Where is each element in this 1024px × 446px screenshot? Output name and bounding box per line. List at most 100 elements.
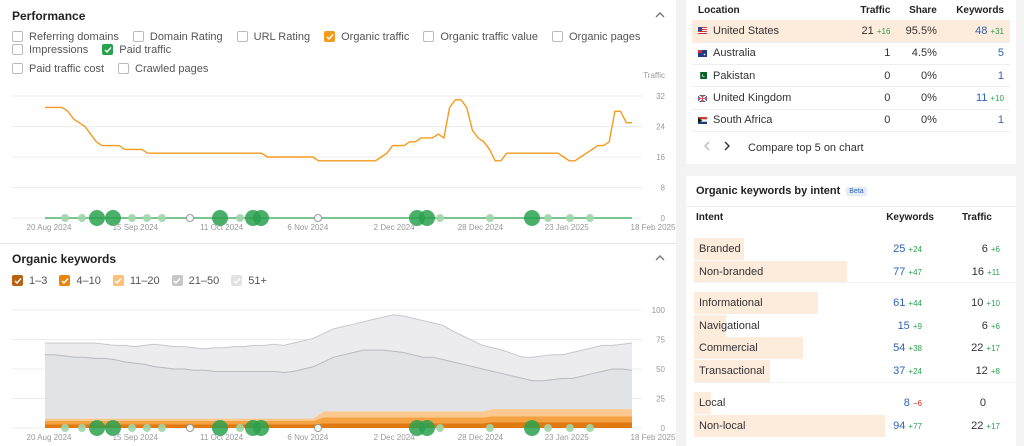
col-intent[interactable]: Intent [696,212,724,223]
keywords-link[interactable]: 48 [975,24,988,37]
update-marker[interactable] [566,424,574,432]
intent-row-local[interactable]: Local 8 −6 0 [694,392,1016,414]
update-marker[interactable] [212,210,228,226]
metric-organic-pages-checkbox[interactable]: Organic pages [552,30,641,43]
metric-referring-domains-checkbox[interactable]: Referring domains [12,30,119,43]
col-keywords[interactable]: Keywords [886,212,934,223]
next-page-button[interactable] [724,141,730,154]
checkbox-box [59,275,71,286]
col-traffic[interactable]: Traffic [961,212,992,223]
update-marker[interactable] [61,424,69,432]
location-row-australia[interactable]: Australia 1 4.5% 5 [692,42,1010,66]
location-row-pakistan[interactable]: Pakistan 0 0% 1 [692,64,1010,88]
intent-row-non-local[interactable]: Non-local 94 +77 22 +17 [694,414,1016,437]
col-keywords[interactable]: Keywords [956,4,1004,16]
location-row-united-states[interactable]: United States 21 +16 95.5% 48 +31 [692,20,1010,43]
intent-row-commercial[interactable]: Commercial 54 +38 22 +17 [694,337,1016,359]
update-marker[interactable] [212,420,228,436]
update-marker[interactable] [143,214,151,222]
intent-keywords-link[interactable]: 8 [903,397,910,409]
intent-row-informational[interactable]: Informational 61 +44 10 +10 [694,292,1016,314]
keywords-link[interactable]: 11 [975,92,988,105]
legend-4-10-checkbox[interactable]: 4–10 [59,274,101,287]
update-marker[interactable] [78,424,86,432]
metric-paid-traffic-cost-checkbox[interactable]: Paid traffic cost [12,62,104,75]
intent-keywords-link[interactable]: 77 [893,265,906,278]
intent-row-non-branded[interactable]: Non-branded 77 +47 16 +11 [694,260,1016,283]
update-marker[interactable] [253,210,269,226]
za-flag-icon [698,116,707,124]
keywords-link[interactable]: 5 [997,47,1004,60]
update-marker[interactable] [128,214,136,222]
collapse-keywords-button[interactable] [652,250,668,266]
intent-keywords-link[interactable]: 25 [893,243,906,255]
collapse-performance-button[interactable] [652,7,668,23]
legend-21-50-checkbox[interactable]: 21–50 [171,274,219,287]
update-marker[interactable] [436,424,444,432]
update-marker[interactable] [586,424,594,432]
intent-keywords-link[interactable]: 94 [893,419,906,432]
update-marker[interactable] [236,424,244,432]
annotation-marker[interactable] [186,424,194,432]
update-marker[interactable] [78,214,86,222]
update-marker[interactable] [61,214,69,222]
update-marker[interactable] [419,210,435,226]
metric-organic-traffic-checkbox[interactable]: Organic traffic [324,30,409,43]
update-marker[interactable] [486,424,494,432]
checkbox-box [12,63,23,74]
update-marker[interactable] [128,424,136,432]
checkbox-box [171,275,183,286]
update-marker[interactable] [586,214,594,222]
update-marker[interactable] [236,214,244,222]
location-row-united-kingdom[interactable]: United Kingdom 0 0% 11 +10 [692,86,1010,110]
metric-domain-rating-checkbox[interactable]: Domain Rating [132,30,223,43]
intent-keywords-link[interactable]: 61 [893,297,906,309]
legend-1-3-checkbox[interactable]: 1–3 [12,274,47,287]
update-marker[interactable] [143,424,151,432]
col-traffic[interactable]: Traffic [860,4,891,16]
intent-keywords-link[interactable]: 54 [893,342,906,354]
intent-keywords-link[interactable]: 37 [893,364,906,377]
update-marker[interactable] [486,214,494,222]
legend-11-20-checkbox[interactable]: 11–20 [112,274,160,287]
update-marker[interactable] [566,214,574,222]
keywords-link[interactable]: 1 [997,114,1004,127]
metric-impressions-checkbox[interactable]: Impressions [12,43,88,56]
update-marker[interactable] [158,424,166,432]
update-marker[interactable] [544,214,552,222]
update-marker[interactable] [436,214,444,222]
annotation-marker[interactable] [186,214,194,222]
metric-paid-traffic-checkbox[interactable]: Paid traffic [102,43,171,56]
annotation-marker[interactable] [314,424,322,432]
annotation-marker[interactable] [314,214,322,222]
metric-crawled-pages-checkbox[interactable]: Crawled pages [118,62,208,75]
intent-keywords-link[interactable]: 15 [897,319,910,332]
update-marker[interactable] [419,420,435,436]
metric-url-rating-checkbox[interactable]: URL Rating [236,30,310,43]
update-marker[interactable] [544,424,552,432]
update-marker[interactable] [89,210,105,226]
prev-page-button[interactable] [704,141,710,154]
legend-51-checkbox[interactable]: 51+ [231,274,267,287]
intent-row-branded[interactable]: Branded 25 +24 6 +6 [694,238,1016,260]
metric-organic-traffic-value-checkbox[interactable]: Organic traffic value [423,30,538,43]
intent-share-bar [694,414,885,437]
organic-keywords-chart[interactable]: 100 75 50 25 0 20 Aug 2024 15 Sep 2024 11 Oct 2… [0,296,676,446]
intent-row-transactional[interactable]: Transactional 37 +24 12 +8 [694,359,1016,382]
keywords-link[interactable]: 1 [997,69,1004,82]
update-marker[interactable] [158,214,166,222]
update-marker[interactable] [524,210,540,226]
update-marker[interactable] [89,420,105,436]
performance-chart[interactable]: Traffic 32 24 16 8 0 20 Aug 2024 15 Sep 2024 11 … [0,68,676,238]
col-location[interactable]: Location [698,4,740,16]
keywords-cell: 1 [942,64,1010,88]
col-share[interactable]: Share [909,4,937,16]
update-marker[interactable] [105,210,121,226]
update-marker[interactable] [253,420,269,436]
divider [686,206,1016,207]
location-row-south-africa[interactable]: South Africa 0 0% 1 [692,109,1010,132]
update-marker[interactable] [105,420,121,436]
intent-row-navigational[interactable]: Navigational 15 +9 6 +6 [694,314,1016,337]
update-marker[interactable] [524,420,540,436]
compare-top5-link[interactable]: Compare top 5 on chart [748,141,864,154]
